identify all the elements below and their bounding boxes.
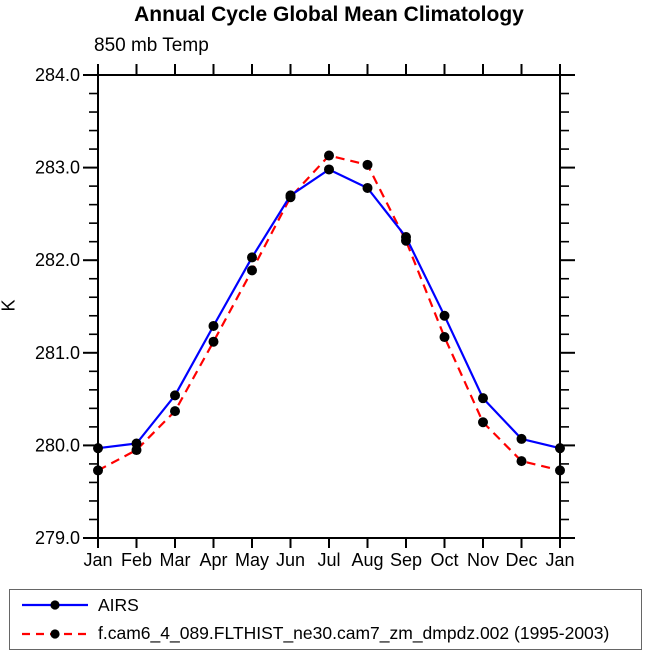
data-point-marker — [170, 390, 180, 401]
data-point-marker — [401, 235, 411, 246]
legend-entry-model: f.cam6_4_089.FLTHIST_ne30.cam7_zm_dmpdz.… — [16, 621, 641, 647]
x-tick-label: Jan — [545, 550, 574, 570]
data-point-marker — [362, 159, 373, 170]
legend-label-model: f.cam6_4_089.FLTHIST_ne30.cam7_zm_dmpdz.… — [98, 623, 610, 644]
legend-marker-icon — [50, 600, 60, 610]
data-point-marker — [324, 164, 334, 175]
y-tick-label: 282.0 — [35, 250, 80, 270]
data-point-marker — [93, 465, 103, 476]
legend-line-sample-airs — [22, 600, 88, 610]
data-point-marker — [208, 336, 219, 347]
x-tick-label: Jul — [317, 550, 340, 570]
data-point-marker — [131, 445, 142, 456]
data-point-marker — [93, 443, 103, 454]
data-point-marker — [285, 192, 296, 203]
y-tick-label: 284.0 — [35, 65, 80, 85]
x-tick-label: Feb — [121, 550, 152, 570]
data-point-marker — [247, 252, 257, 263]
y-tick-label: 279.0 — [35, 528, 80, 548]
x-tick-label: May — [235, 550, 269, 570]
x-tick-label: Oct — [430, 550, 458, 570]
legend-line-sample-model — [22, 629, 88, 639]
series-line-dashed — [97, 154, 561, 472]
data-point-marker — [478, 417, 488, 428]
data-point-marker — [555, 443, 565, 454]
data-point-marker — [478, 393, 488, 404]
legend-entry-airs: AIRS — [16, 592, 641, 618]
x-tick-label: Aug — [351, 550, 383, 570]
plot-box — [97, 74, 561, 539]
x-tick-label: Dec — [505, 550, 537, 570]
legend-marker-icon — [50, 629, 60, 639]
data-point-marker — [247, 265, 257, 276]
y-tick-label: 280.0 — [35, 435, 80, 455]
x-tick-label: Jan — [83, 550, 112, 570]
chart-title: Annual Cycle Global Mean Climatology — [134, 3, 524, 26]
data-point-marker — [439, 310, 450, 321]
data-point-marker — [516, 456, 527, 467]
data-point-marker — [555, 465, 565, 476]
legend-label-airs: AIRS — [98, 594, 139, 615]
data-point-marker — [362, 182, 373, 193]
series-line-solid — [97, 168, 561, 450]
chart-subtitle: 850 mb Temp — [94, 35, 209, 56]
y-tick-label: 283.0 — [35, 158, 80, 178]
x-tick-label: Sep — [390, 550, 422, 570]
data-point-marker — [170, 406, 180, 417]
data-point-marker — [324, 150, 334, 161]
data-point-marker — [439, 332, 450, 343]
plot-area: Jan Feb Mar Apr May Jun Jul Aug Sep Oct Nov Dec Jan2… — [35, 64, 575, 570]
data-point-marker — [516, 433, 527, 444]
x-tick-label: Nov — [467, 550, 499, 570]
y-tick-label: 281.0 — [35, 343, 80, 363]
x-tick-label: Apr — [199, 550, 227, 570]
data-point-marker — [208, 320, 219, 331]
legend-box: AIRS f.cam6_4_089.FLTHIST_ne30.cam7_zm_d… — [9, 589, 642, 650]
x-tick-label: Mar — [160, 550, 191, 570]
x-tick-label: Jun — [276, 550, 305, 570]
